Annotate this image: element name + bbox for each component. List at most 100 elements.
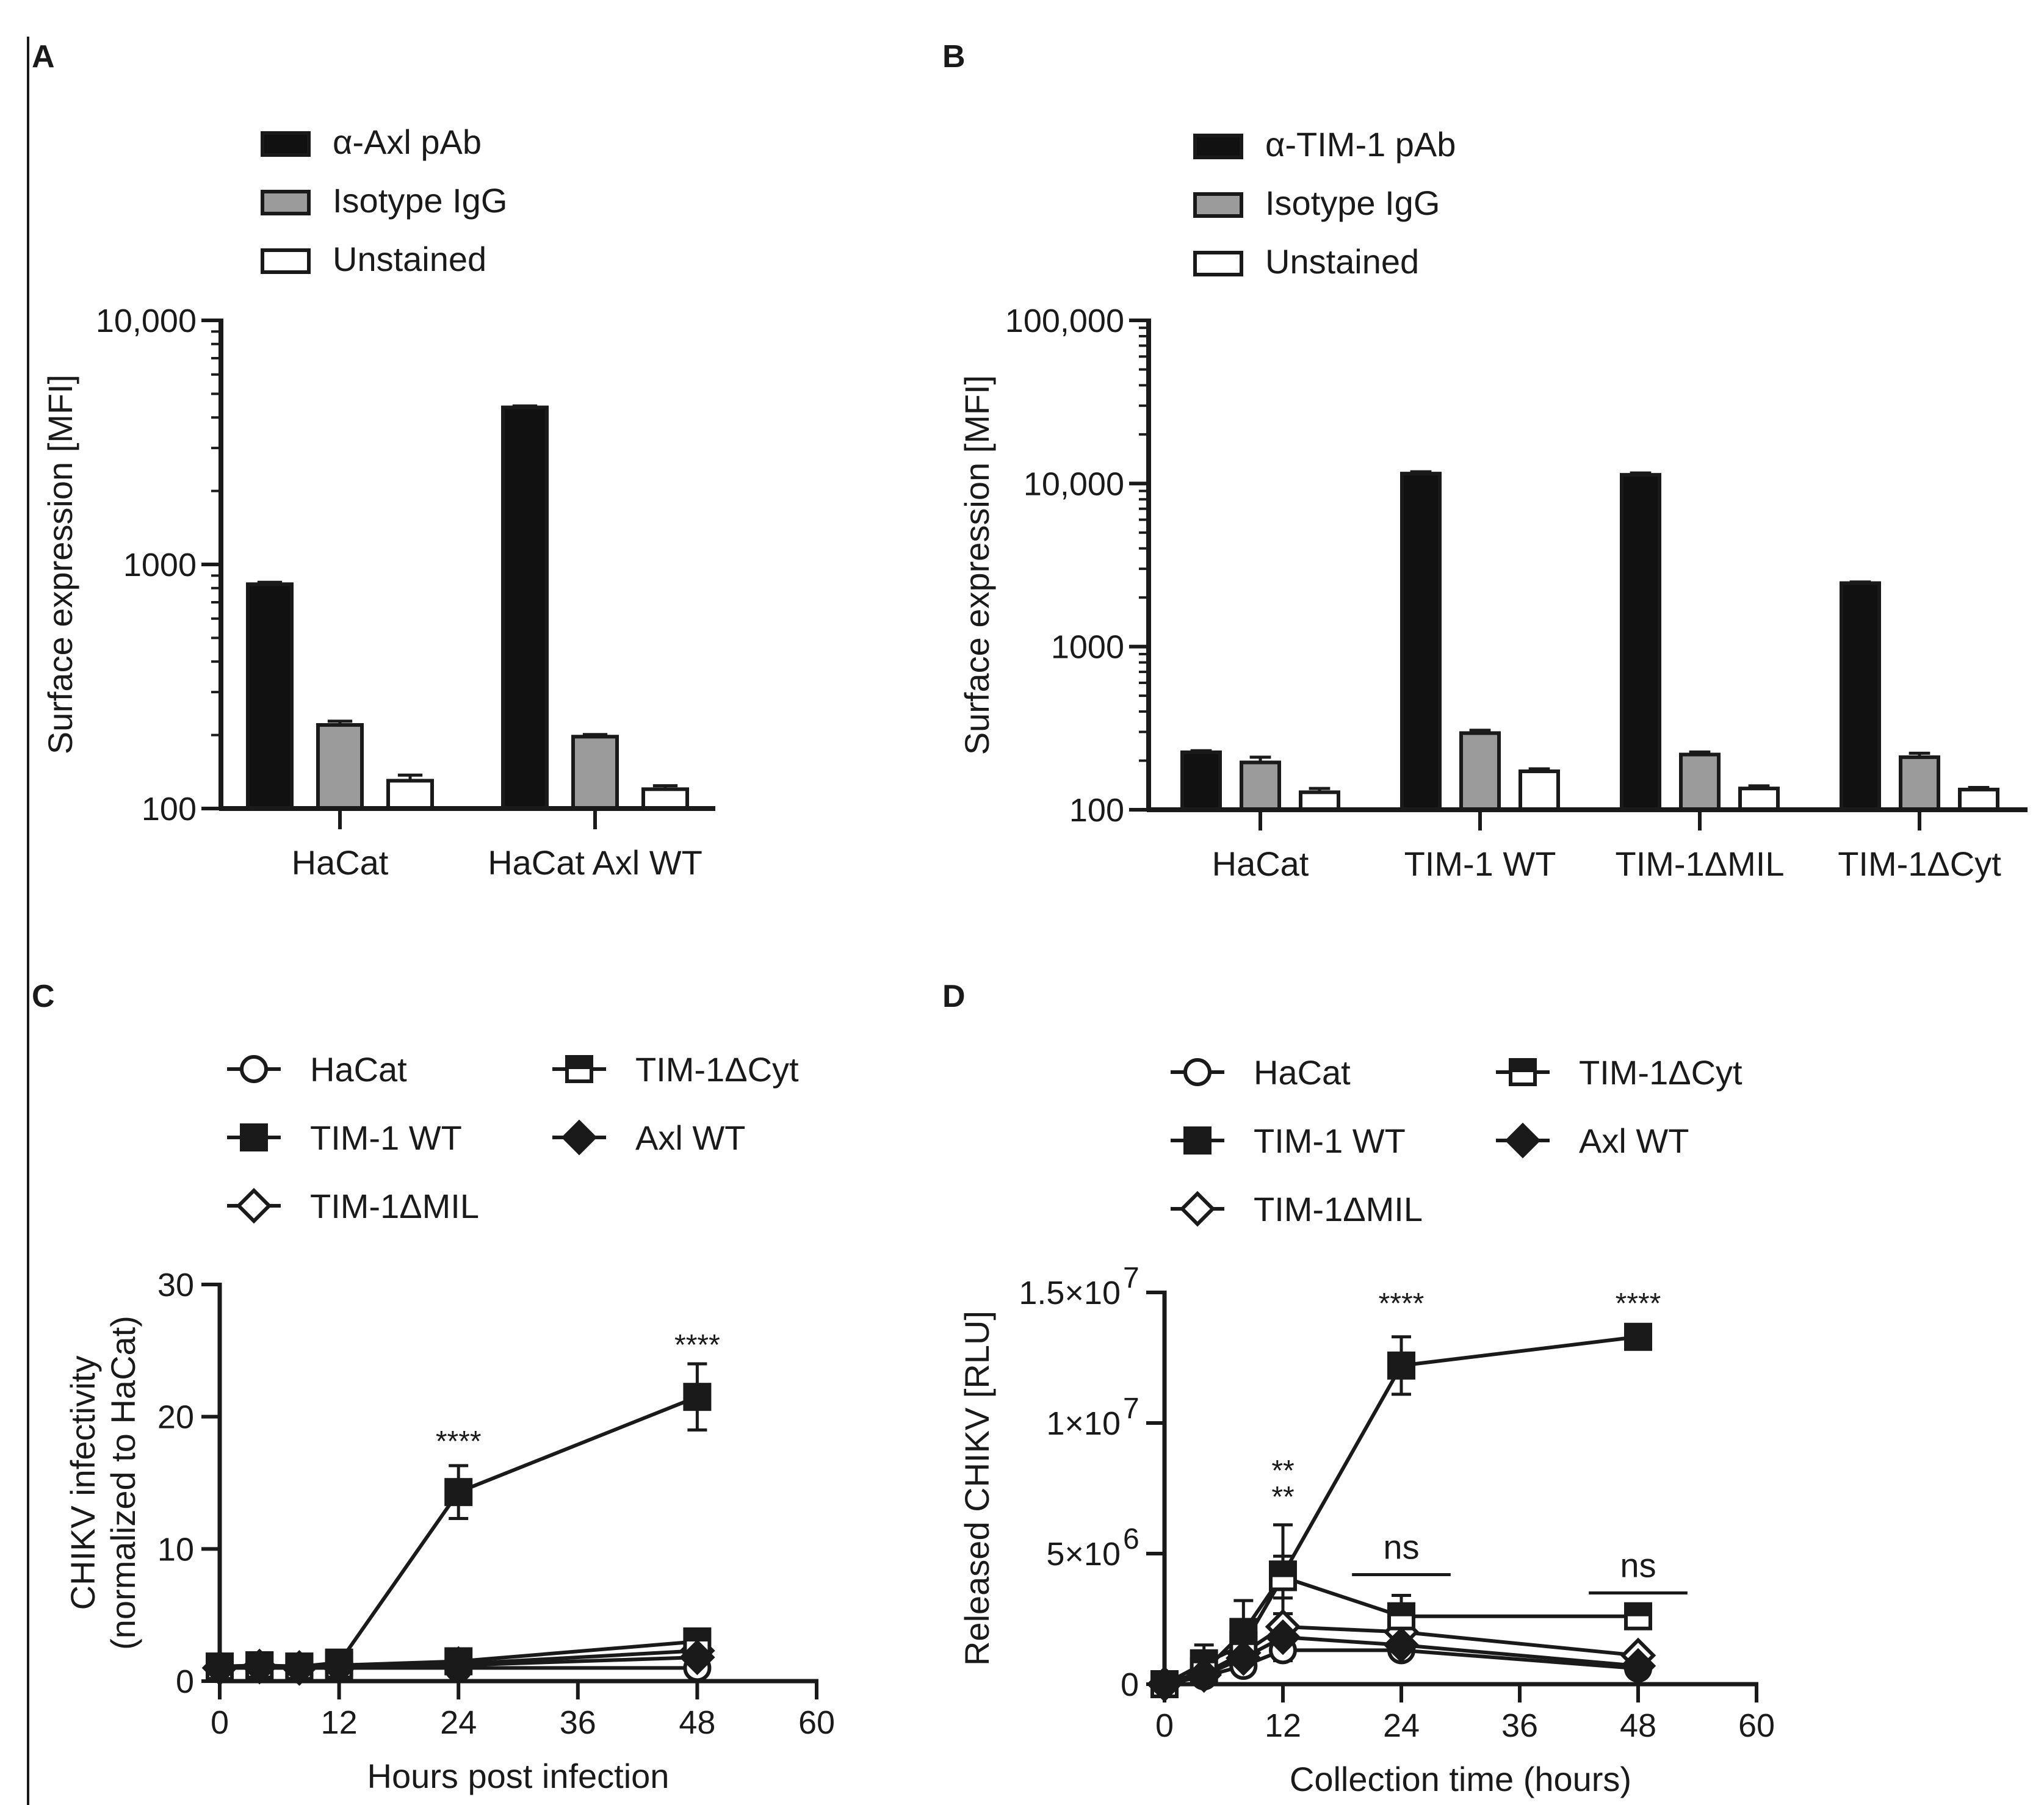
y-tick-label: 100 [142, 791, 197, 827]
legend-label-tim-1-mil: TIM-1ΔMIL [310, 1187, 479, 1225]
x-tick-label: 60 [1738, 1707, 1775, 1744]
y-tick-label: 1000 [1051, 629, 1124, 666]
x-tick-label: 12 [321, 1704, 358, 1741]
legend-label-hacat: HaCat [310, 1050, 407, 1089]
bar-tim-1-mil-tim-1-pab [1620, 473, 1661, 812]
legend-label-tim-1-mil: TIM-1ΔMIL [1254, 1190, 1423, 1228]
y-tick-label: 10,000 [96, 303, 197, 339]
legend-label-axl-pab: α-Axl pAb [333, 123, 482, 161]
marker-open-diamond [1179, 1191, 1216, 1227]
legend-label-unstained: Unstained [333, 240, 486, 278]
marker-filled-diamond [1226, 1640, 1262, 1676]
bar-hacat-unstained [386, 779, 434, 810]
x-tick-label: 0 [1155, 1707, 1174, 1744]
marker-open-diamond [236, 1187, 272, 1224]
panel-d-legend: HaCat TIM-1 WT TIM-1ΔMIL TIM-1ΔCyt Axl WT [1171, 1053, 1742, 1228]
bar-hacat-axl-pab [246, 582, 294, 810]
panel-b: B α-TIM-1 pAb Isotype IgG Unstained HaCat T… [942, 39, 2028, 883]
legend-label-unstained: Unstained [1265, 242, 1419, 281]
y-tick-label: 10 [157, 1531, 194, 1568]
x-category-label: TIM-1 WT [1404, 845, 1556, 883]
significance-label: ** [1271, 1455, 1294, 1487]
significance-label: ** [1271, 1481, 1294, 1513]
panel-b-plot: HaCat TIM-1 WT TIM-1ΔMIL TIM-1ΔCyt 100 1000 10… [958, 303, 2028, 883]
legend-label-isotype-igg: Isotype IgG [1265, 184, 1440, 222]
x-tick-label: 0 [211, 1704, 229, 1741]
panel-c-legend: HaCat TIM-1 WT TIM-1ΔMIL TIM-1ΔCyt Axl WT [227, 1050, 799, 1225]
x-tick-label: 60 [798, 1704, 835, 1741]
x-category-label: HaCat Axl WT [488, 843, 702, 882]
legend-swatch-axl-pab [261, 131, 311, 157]
significance-label: **** [674, 1329, 720, 1361]
significance-label: ns [1620, 1546, 1656, 1585]
panel-b-legend: α-TIM-1 pAb Isotype IgG Unstained [1193, 125, 1456, 281]
legend-label-tim-1-pab: α-TIM-1 pAb [1265, 125, 1456, 164]
bar-tim-1-cyt-tim-1-pab [1840, 581, 1881, 812]
x-category-label: TIM-1ΔMIL [1616, 845, 1785, 883]
x-tick-label: 12 [1265, 1707, 1301, 1744]
x-tick-label: 36 [1501, 1707, 1538, 1744]
marker-half-square-fill [1626, 1604, 1650, 1616]
panel-c-letter: C [32, 979, 55, 1014]
y-axis-title: Surface expression [MFI] [958, 375, 996, 755]
bar-tim-1-wt-unstained [1519, 769, 1560, 812]
y-tick-label: 10,000 [1024, 466, 1124, 502]
marker-filled-diamond [1620, 1648, 1656, 1684]
y-tick-label: 100,000 [1005, 303, 1124, 339]
legend-label-axl-wt: Axl WT [1579, 1122, 1689, 1160]
significance-label: **** [1379, 1288, 1425, 1320]
bar-hacat-axl-wt-axl-pab [501, 405, 549, 810]
marker-filled-square [1183, 1126, 1212, 1155]
legend-label-tim-1-cyt: TIM-1ΔCyt [635, 1050, 799, 1089]
legend-label-hacat: HaCat [1254, 1053, 1351, 1092]
legend-swatch-isotype-igg [261, 190, 311, 215]
marker-filled-diamond [1383, 1627, 1420, 1663]
x-tick-label: 24 [440, 1704, 477, 1741]
bar-hacat-isotype-igg [1240, 760, 1281, 812]
panel-a-plot: HaCat HaCat Axl WT 100 1000 10,000 Surface ex… [41, 303, 715, 882]
marker-filled-diamond [1265, 1619, 1301, 1655]
panel-b-letter: B [942, 39, 966, 74]
legend-label-tim-1-wt: TIM-1 WT [1254, 1122, 1406, 1160]
marker-open-circle [240, 1055, 268, 1083]
significance-label: **** [1616, 1288, 1661, 1320]
marker-filled-diamond [561, 1119, 598, 1156]
y-axis-title-line: CHIKV infectivity [63, 1356, 102, 1610]
marker-filled-square [444, 1478, 473, 1507]
x-category-label: TIM-1ΔCyt [1838, 845, 2001, 883]
marker-filled-diamond [1504, 1122, 1541, 1159]
bar-tim-1-mil-unstained [1738, 787, 1780, 812]
y-tick-label: 0 [1121, 1666, 1139, 1703]
bar-hacat-unstained [1299, 790, 1340, 812]
bar-tim-1-cyt-isotype-igg [1899, 755, 1940, 812]
y-tick-label: 30 [157, 1267, 194, 1303]
bar-tim-1-wt-isotype-igg [1459, 731, 1501, 812]
significance-label: **** [436, 1425, 482, 1458]
marker-half-square-fill [1389, 1604, 1414, 1616]
panel-d-letter: D [942, 979, 966, 1014]
series-tim-1-wt [210, 1362, 707, 1673]
y-tick-label: 1×10 [1046, 1405, 1121, 1442]
significance-label: ns [1383, 1528, 1419, 1566]
legend-swatch-tim-1-pab [1193, 134, 1243, 159]
x-tick-label: 24 [1383, 1707, 1420, 1744]
legend-label-isotype-igg: Isotype IgG [333, 181, 507, 220]
marker-filled-diamond [679, 1639, 715, 1676]
y-axis-title: Surface expression [MFI] [41, 375, 79, 754]
panel-c-plot: **** **** 0 12 24 36 48 60 0 10 20 30 Hours post inf… [63, 1267, 835, 1795]
bar-hacat-isotype-igg [316, 723, 364, 810]
y-tick-exponent: 6 [1123, 1523, 1139, 1555]
marker-open-circle [1183, 1058, 1212, 1086]
marker-half-square-fill [685, 1629, 710, 1641]
x-tick-label: 48 [679, 1704, 715, 1741]
panel-a-letter: A [32, 39, 55, 74]
legend-label-axl-wt: Axl WT [635, 1119, 745, 1157]
x-axis-title: Collection time (hours) [1290, 1760, 1631, 1798]
marker-half-square-fill [1231, 1632, 1256, 1645]
legend-swatch-isotype-igg [1193, 192, 1243, 218]
